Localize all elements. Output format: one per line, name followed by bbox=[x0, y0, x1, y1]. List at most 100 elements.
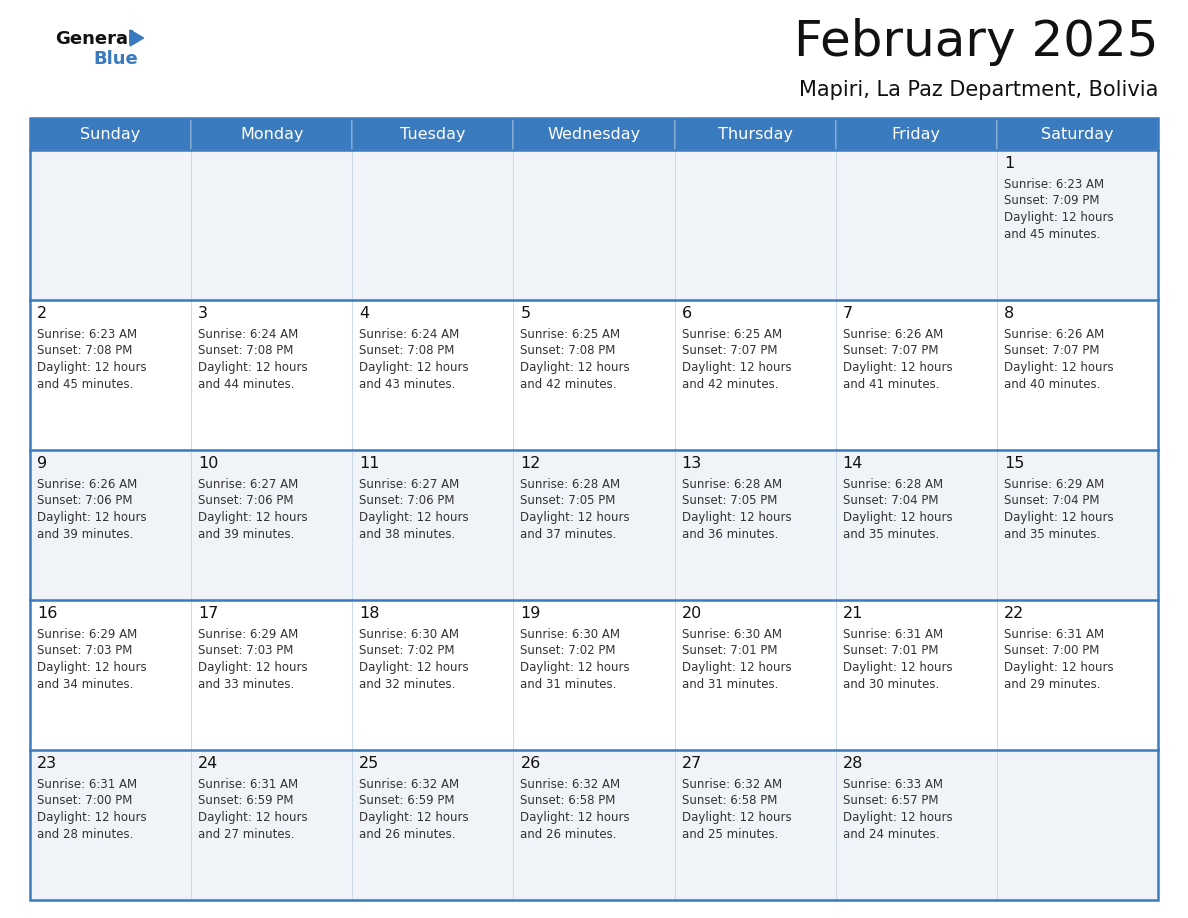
Text: Sunrise: 6:29 AM: Sunrise: 6:29 AM bbox=[198, 628, 298, 641]
Text: 16: 16 bbox=[37, 606, 57, 621]
Text: and 29 minutes.: and 29 minutes. bbox=[1004, 677, 1100, 690]
Text: 28: 28 bbox=[842, 756, 864, 771]
Text: Sunrise: 6:30 AM: Sunrise: 6:30 AM bbox=[682, 628, 782, 641]
Text: Daylight: 12 hours: Daylight: 12 hours bbox=[842, 811, 953, 824]
Text: Sunrise: 6:28 AM: Sunrise: 6:28 AM bbox=[520, 478, 620, 491]
Text: 11: 11 bbox=[359, 456, 380, 471]
Bar bbox=[835, 450, 997, 600]
Text: 15: 15 bbox=[1004, 456, 1024, 471]
Text: and 32 minutes.: and 32 minutes. bbox=[359, 677, 456, 690]
Text: Sunset: 7:07 PM: Sunset: 7:07 PM bbox=[842, 344, 939, 357]
Text: 17: 17 bbox=[198, 606, 219, 621]
Bar bbox=[675, 600, 835, 750]
Text: Daylight: 12 hours: Daylight: 12 hours bbox=[359, 661, 469, 674]
Text: Sunset: 7:06 PM: Sunset: 7:06 PM bbox=[37, 495, 133, 508]
Text: 23: 23 bbox=[37, 756, 57, 771]
Bar bbox=[191, 450, 353, 600]
Text: and 45 minutes.: and 45 minutes. bbox=[1004, 228, 1100, 241]
Text: Daylight: 12 hours: Daylight: 12 hours bbox=[198, 661, 308, 674]
Text: Tuesday: Tuesday bbox=[400, 127, 466, 141]
Bar bbox=[997, 118, 1158, 150]
Text: Sunrise: 6:27 AM: Sunrise: 6:27 AM bbox=[359, 478, 460, 491]
Text: 22: 22 bbox=[1004, 606, 1024, 621]
Text: Sunrise: 6:28 AM: Sunrise: 6:28 AM bbox=[682, 478, 782, 491]
Text: General: General bbox=[55, 30, 134, 48]
Text: Sunrise: 6:30 AM: Sunrise: 6:30 AM bbox=[520, 628, 620, 641]
Bar bbox=[30, 118, 191, 150]
Bar bbox=[30, 150, 1158, 300]
Text: Sunrise: 6:26 AM: Sunrise: 6:26 AM bbox=[842, 328, 943, 341]
Text: Sunset: 7:06 PM: Sunset: 7:06 PM bbox=[198, 495, 293, 508]
Text: Daylight: 12 hours: Daylight: 12 hours bbox=[842, 511, 953, 524]
Text: Daylight: 12 hours: Daylight: 12 hours bbox=[682, 361, 791, 374]
Bar bbox=[997, 450, 1158, 600]
Text: and 36 minutes.: and 36 minutes. bbox=[682, 528, 778, 541]
Text: Daylight: 12 hours: Daylight: 12 hours bbox=[1004, 511, 1113, 524]
Text: Daylight: 12 hours: Daylight: 12 hours bbox=[682, 511, 791, 524]
Text: and 39 minutes.: and 39 minutes. bbox=[198, 528, 295, 541]
Text: Sunrise: 6:25 AM: Sunrise: 6:25 AM bbox=[682, 328, 782, 341]
Text: Sunrise: 6:23 AM: Sunrise: 6:23 AM bbox=[1004, 178, 1104, 191]
Text: 8: 8 bbox=[1004, 306, 1015, 321]
Text: Daylight: 12 hours: Daylight: 12 hours bbox=[682, 661, 791, 674]
Text: Saturday: Saturday bbox=[1041, 127, 1113, 141]
Bar bbox=[191, 300, 353, 450]
Text: and 30 minutes.: and 30 minutes. bbox=[842, 677, 939, 690]
Bar bbox=[513, 750, 675, 900]
Bar bbox=[353, 450, 513, 600]
Text: 4: 4 bbox=[359, 306, 369, 321]
Text: 25: 25 bbox=[359, 756, 379, 771]
Text: Sunday: Sunday bbox=[81, 127, 140, 141]
Text: and 35 minutes.: and 35 minutes. bbox=[1004, 528, 1100, 541]
Bar bbox=[353, 300, 513, 450]
Bar bbox=[835, 118, 997, 150]
Text: 9: 9 bbox=[37, 456, 48, 471]
Text: 27: 27 bbox=[682, 756, 702, 771]
Bar bbox=[30, 450, 1158, 600]
Text: Daylight: 12 hours: Daylight: 12 hours bbox=[359, 811, 469, 824]
Text: Sunset: 7:07 PM: Sunset: 7:07 PM bbox=[1004, 344, 1099, 357]
Text: 24: 24 bbox=[198, 756, 219, 771]
Text: and 25 minutes.: and 25 minutes. bbox=[682, 827, 778, 841]
Text: and 43 minutes.: and 43 minutes. bbox=[359, 377, 456, 390]
Text: Sunrise: 6:32 AM: Sunrise: 6:32 AM bbox=[359, 778, 460, 791]
Text: Friday: Friday bbox=[892, 127, 941, 141]
Text: Sunset: 7:07 PM: Sunset: 7:07 PM bbox=[682, 344, 777, 357]
Bar bbox=[997, 300, 1158, 450]
Bar bbox=[513, 600, 675, 750]
Text: Daylight: 12 hours: Daylight: 12 hours bbox=[198, 511, 308, 524]
Bar bbox=[191, 118, 353, 150]
Text: 5: 5 bbox=[520, 306, 531, 321]
Text: 19: 19 bbox=[520, 606, 541, 621]
Text: and 44 minutes.: and 44 minutes. bbox=[198, 377, 295, 390]
Bar bbox=[513, 150, 675, 300]
Text: Sunset: 7:02 PM: Sunset: 7:02 PM bbox=[359, 644, 455, 657]
Text: Daylight: 12 hours: Daylight: 12 hours bbox=[359, 511, 469, 524]
Text: 13: 13 bbox=[682, 456, 702, 471]
Text: Blue: Blue bbox=[93, 50, 138, 68]
Bar bbox=[835, 150, 997, 300]
Text: Daylight: 12 hours: Daylight: 12 hours bbox=[198, 361, 308, 374]
Text: 26: 26 bbox=[520, 756, 541, 771]
Bar bbox=[997, 600, 1158, 750]
Text: Monday: Monday bbox=[240, 127, 303, 141]
Text: 12: 12 bbox=[520, 456, 541, 471]
Text: Sunrise: 6:28 AM: Sunrise: 6:28 AM bbox=[842, 478, 943, 491]
Bar bbox=[30, 600, 1158, 750]
Text: and 38 minutes.: and 38 minutes. bbox=[359, 528, 455, 541]
Bar bbox=[675, 150, 835, 300]
Bar bbox=[30, 300, 191, 450]
Bar bbox=[191, 150, 353, 300]
Text: and 26 minutes.: and 26 minutes. bbox=[359, 827, 456, 841]
Bar bbox=[675, 118, 835, 150]
Text: 21: 21 bbox=[842, 606, 864, 621]
Text: Daylight: 12 hours: Daylight: 12 hours bbox=[37, 511, 146, 524]
Text: and 37 minutes.: and 37 minutes. bbox=[520, 528, 617, 541]
Text: Sunrise: 6:23 AM: Sunrise: 6:23 AM bbox=[37, 328, 137, 341]
Bar bbox=[997, 750, 1158, 900]
Text: and 41 minutes.: and 41 minutes. bbox=[842, 377, 940, 390]
Text: and 35 minutes.: and 35 minutes. bbox=[842, 528, 939, 541]
Text: Sunset: 7:05 PM: Sunset: 7:05 PM bbox=[520, 495, 615, 508]
Text: Sunset: 7:08 PM: Sunset: 7:08 PM bbox=[359, 344, 455, 357]
Text: Daylight: 12 hours: Daylight: 12 hours bbox=[359, 361, 469, 374]
